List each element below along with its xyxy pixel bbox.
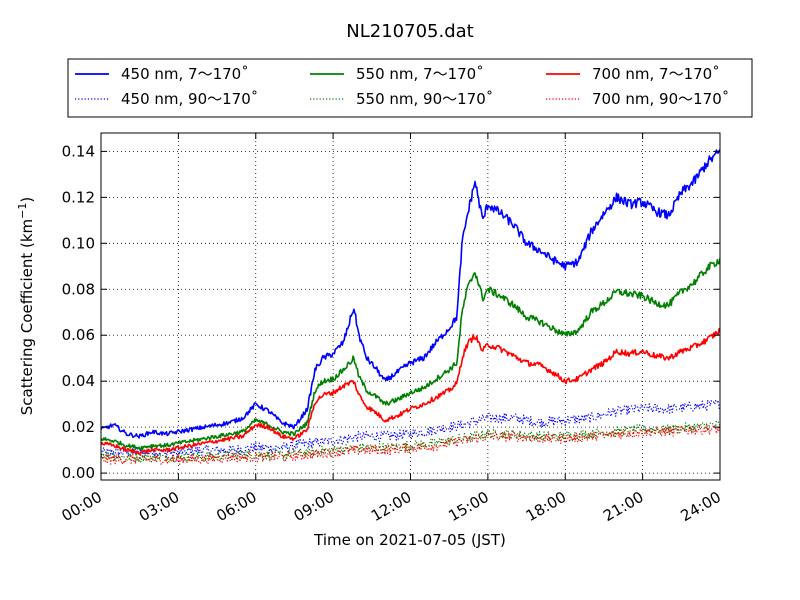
legend-label: 700 nm, 90～170˚ <box>592 90 729 108</box>
series-line-2 <box>101 257 720 451</box>
legend-box <box>67 58 753 118</box>
series-line-6 <box>101 423 720 465</box>
series-line-4 <box>101 399 720 459</box>
y-tick-label: 0.08 <box>62 280 95 298</box>
x-tick-label: 03:00 <box>136 488 182 525</box>
x-tick-label: 18:00 <box>523 488 569 525</box>
x-tick-label: 21:00 <box>600 488 646 525</box>
y-tick-label: 0.12 <box>62 188 95 206</box>
y-tick-label: 0.06 <box>62 326 95 344</box>
y-axis-label: Scattering Coefficient (km−1) <box>16 197 36 416</box>
plot-area: 00:00 03:00 06:00 09:00 12:00 15:00 18:00 21:00… <box>59 132 724 525</box>
y-tick-label: 0.04 <box>62 372 95 390</box>
y-axis-label-main: Scattering Coefficient (km <box>18 219 36 415</box>
y-tick-label: 0.14 <box>62 142 95 160</box>
y-axis-label-suffix: ) <box>18 197 36 203</box>
legend: 450 nm, 7～170˚ 550 nm, 7～170˚ 700 nm, 7～17… <box>67 58 753 118</box>
x-axis-label: Time on 2021-07-05 (JST) <box>313 531 506 549</box>
y-tick-label: 0.00 <box>62 464 95 482</box>
legend-label: 450 nm, 7～170˚ <box>121 65 249 83</box>
plot-frame <box>101 133 720 480</box>
x-tick-label: 12:00 <box>368 488 414 525</box>
y-tick-label: 0.10 <box>62 234 95 252</box>
series-line-3 <box>101 328 720 455</box>
x-tick-label: 24:00 <box>678 488 724 525</box>
legend-label: 550 nm, 90～170˚ <box>356 90 493 108</box>
series-line-5 <box>101 420 720 463</box>
x-tick-label: 06:00 <box>213 488 259 525</box>
y-axis-label-exponent: −1 <box>16 203 29 219</box>
series-line-1 <box>101 149 720 439</box>
legend-label: 550 nm, 7～170˚ <box>356 65 484 83</box>
legend-label: 700 nm, 7～170˚ <box>592 65 720 83</box>
y-tick-label: 0.02 <box>62 418 95 436</box>
chart-title: NL210705.dat <box>346 21 473 42</box>
x-tick-label: 09:00 <box>291 488 337 525</box>
x-tick-label: 15:00 <box>445 488 491 525</box>
legend-label: 450 nm, 90～170˚ <box>121 90 258 108</box>
x-tick-label: 00:00 <box>59 488 105 525</box>
